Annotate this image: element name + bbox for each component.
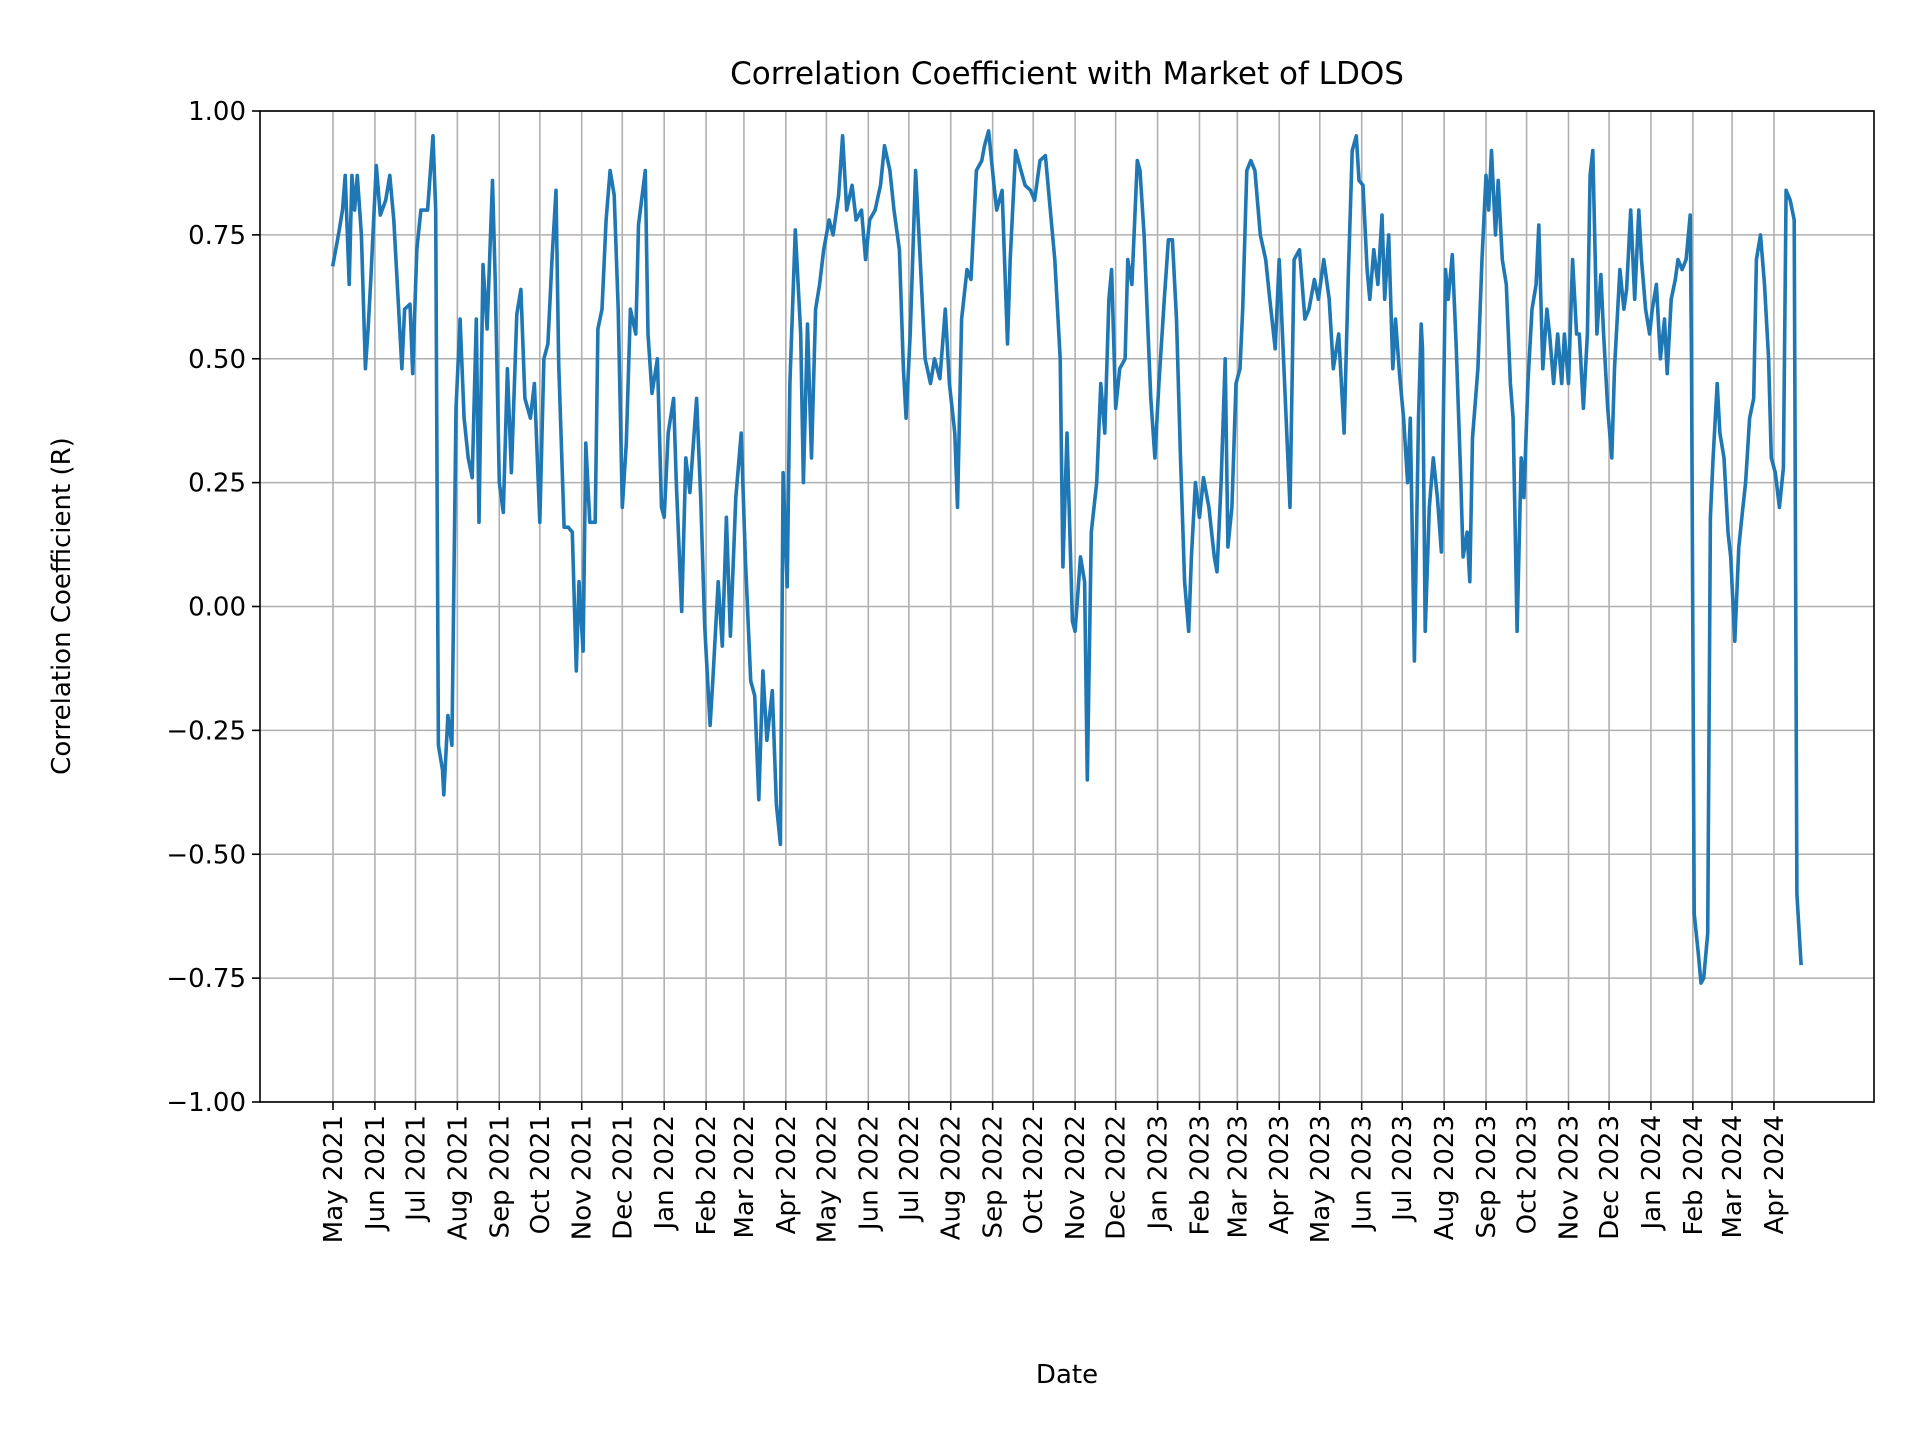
x-tick-label: May 2022 bbox=[812, 1115, 842, 1243]
series-line bbox=[330, 129, 1803, 985]
y-tick-label: −0.75 bbox=[166, 964, 246, 994]
x-tick-label: Aug 2022 bbox=[937, 1115, 967, 1240]
y-axis-label: Correlation Coefficient (R) bbox=[47, 437, 77, 775]
x-tick-label: May 2021 bbox=[319, 1115, 349, 1243]
x-tick-label: Apr 2022 bbox=[772, 1115, 802, 1234]
x-tick-label: May 2023 bbox=[1306, 1115, 1336, 1243]
y-tick-label: −0.25 bbox=[166, 716, 246, 746]
x-tick-label: Nov 2022 bbox=[1061, 1115, 1091, 1240]
y-tick-label: 0.25 bbox=[188, 469, 246, 499]
x-tick-label: Mar 2023 bbox=[1223, 1115, 1253, 1239]
x-tick-label: Nov 2021 bbox=[568, 1115, 598, 1240]
x-tick-label: Mar 2024 bbox=[1718, 1115, 1748, 1239]
x-tick-label: Dec 2021 bbox=[608, 1115, 638, 1240]
x-tick-label: Jun 2021 bbox=[361, 1115, 391, 1232]
x-axis-ticks: May 2021 Jun 2021 Jul 2021 Aug 2021 Sep 2021… bbox=[319, 1102, 1790, 1243]
x-tick-label: Jan 2023 bbox=[1144, 1115, 1174, 1232]
x-tick-label: Oct 2021 bbox=[526, 1115, 556, 1234]
y-tick-label: 0.75 bbox=[188, 221, 246, 251]
x-tick-label: Feb 2024 bbox=[1679, 1115, 1709, 1235]
x-tick-label: Sep 2023 bbox=[1472, 1115, 1502, 1238]
y-tick-label: −1.00 bbox=[166, 1088, 246, 1118]
x-tick-label: Mar 2022 bbox=[730, 1115, 760, 1239]
x-tick-label: Dec 2022 bbox=[1102, 1115, 1132, 1240]
x-axis-label: Date bbox=[1036, 1360, 1098, 1390]
x-tick-label: Feb 2023 bbox=[1185, 1115, 1215, 1235]
x-tick-label: Jul 2023 bbox=[1388, 1115, 1418, 1223]
x-tick-label: Jan 2022 bbox=[650, 1115, 680, 1232]
y-tick-label: 0.50 bbox=[188, 345, 246, 375]
x-tick-label: Sep 2021 bbox=[485, 1115, 515, 1238]
y-tick-label: 1.00 bbox=[188, 97, 246, 127]
series-layer bbox=[330, 129, 1803, 985]
x-tick-label: Aug 2021 bbox=[443, 1115, 473, 1240]
x-tick-label: Jun 2023 bbox=[1348, 1115, 1378, 1232]
x-tick-label: Aug 2023 bbox=[1430, 1115, 1460, 1240]
x-tick-label: Apr 2023 bbox=[1265, 1115, 1295, 1234]
x-tick-label: Feb 2022 bbox=[692, 1115, 722, 1235]
x-tick-label: Jan 2024 bbox=[1637, 1115, 1667, 1232]
x-tick-label: Sep 2022 bbox=[979, 1115, 1009, 1238]
chart-title: Correlation Coefficient with Market of L… bbox=[730, 56, 1404, 92]
x-tick-label: Nov 2023 bbox=[1555, 1115, 1585, 1240]
x-tick-label: Jul 2021 bbox=[401, 1115, 431, 1223]
x-tick-label: Oct 2022 bbox=[1019, 1115, 1049, 1234]
y-axis-ticks: −1.00 −0.75 −0.50 −0.25 0.00 0.25 0.50 0.75 1.00 bbox=[166, 97, 260, 1118]
y-tick-label: −0.50 bbox=[166, 840, 246, 870]
x-tick-label: Oct 2023 bbox=[1513, 1115, 1543, 1234]
x-tick-label: Jul 2022 bbox=[895, 1115, 925, 1223]
x-tick-label: Dec 2023 bbox=[1595, 1115, 1625, 1240]
x-tick-label: Apr 2024 bbox=[1760, 1115, 1790, 1234]
x-tick-label: Jun 2022 bbox=[854, 1115, 884, 1232]
y-tick-label: 0.00 bbox=[188, 593, 246, 623]
